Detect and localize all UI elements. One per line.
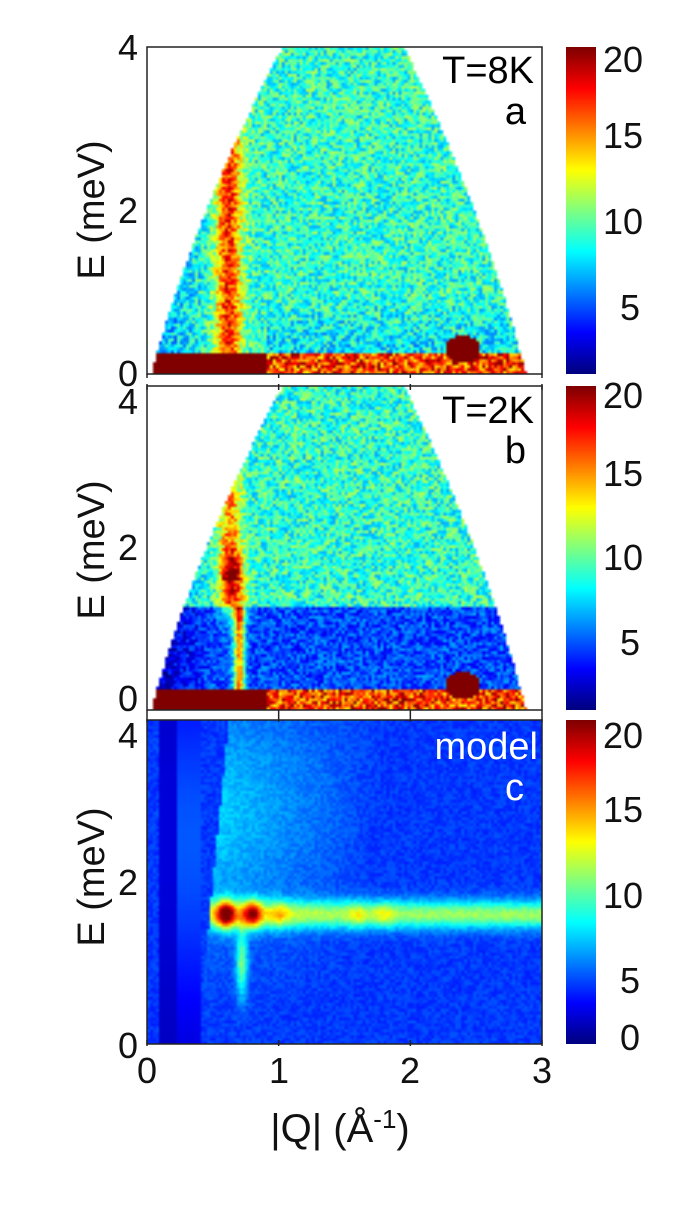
panel-a-cbtick-15: 15 (603, 115, 643, 156)
panel-c-ytick-0: 0 (118, 1025, 138, 1066)
panel-a-ylabel: E (meV) (71, 140, 113, 279)
panel-c: model c 4 2 0 E (meV) 20 15 10 5 0 (71, 715, 643, 1066)
panel-c-ytick-2: 2 (118, 862, 138, 903)
panel-c-cbtick-5: 5 (620, 960, 640, 1001)
panel-c-frame (146, 719, 543, 1045)
panel-c-label: c (505, 767, 524, 809)
panel-b-label: b (505, 430, 526, 472)
x-axis-label-sup: -1 (373, 1104, 396, 1134)
panel-c-annotation: model (435, 726, 539, 768)
panel-c-ytick-4: 4 (118, 715, 138, 756)
panel-a-cbtick-10: 10 (603, 201, 643, 242)
panel-b-colorbar (566, 386, 596, 710)
panel-b-heatmap (147, 386, 542, 710)
panel-c-heatmap (147, 720, 542, 1044)
panel-b-annotation: T=2K (442, 390, 534, 432)
x-axis-label-main: |Q| (Å (270, 1106, 373, 1151)
panel-b-ytick-0: 0 (118, 678, 138, 719)
xtick-1: 1 (269, 1050, 289, 1091)
panel-b: T=2K b 4 2 0 E (meV) 20 15 10 5 (71, 375, 643, 719)
panel-a-annotation: T=8K (442, 50, 534, 92)
x-axis-label-close: ) (396, 1107, 409, 1151)
panel-a-cbtick-5: 5 (620, 287, 640, 328)
panel-b-ytick-2: 2 (118, 527, 138, 568)
panel-b-ylabel: E (meV) (71, 480, 113, 619)
panel-c-cbtick-15: 15 (603, 789, 643, 830)
panel-c-cbtick-10: 10 (603, 875, 643, 916)
panel-a-ytick-2: 2 (118, 190, 138, 231)
panel-a-cbtick-20: 20 (603, 39, 643, 80)
panel-b-cbtick-20: 20 (603, 375, 643, 416)
panel-c-cbtick-0: 0 (620, 1017, 640, 1058)
xtick-0: 0 (137, 1050, 157, 1091)
panel-a-ytick-4: 4 (118, 27, 138, 68)
x-tick-marks (146, 374, 543, 1046)
panel-a-colorbar (566, 47, 596, 374)
panel-b-frame (146, 385, 543, 711)
panel-b-ytick-4: 4 (118, 381, 138, 422)
panel-c-colorbar (566, 720, 596, 1044)
panel-a-frame (146, 46, 543, 375)
panel-b-cbtick-10: 10 (603, 537, 643, 578)
xtick-3: 3 (532, 1050, 552, 1091)
panel-a: T=8K a 4 2 0 E (meV) 20 15 10 5 (71, 27, 643, 394)
panel-b-cbtick-15: 15 (603, 453, 643, 494)
xtick-2: 2 (400, 1050, 420, 1091)
panel-c-ylabel: E (meV) (71, 807, 113, 946)
panel-c-cbtick-20: 20 (603, 715, 643, 756)
x-axis-label: |Q| (Å-1) (270, 1104, 409, 1151)
panel-a-heatmap (147, 47, 542, 374)
panel-a-ytick-0: 0 (118, 353, 138, 394)
panel-a-label: a (505, 91, 527, 133)
panel-b-cbtick-5: 5 (620, 622, 640, 663)
